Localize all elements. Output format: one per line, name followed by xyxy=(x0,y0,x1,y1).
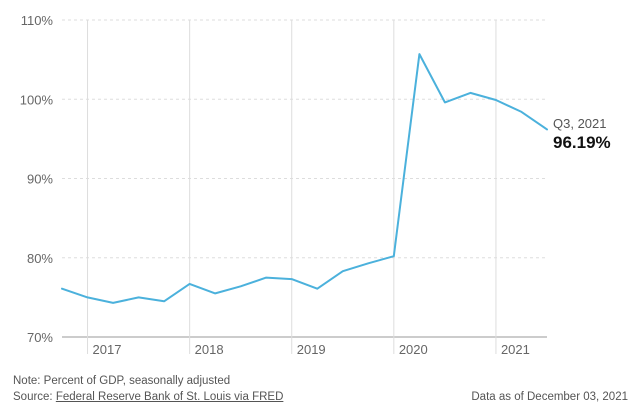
x-tick-label: 2021 xyxy=(501,342,530,357)
y-tick-label: 110% xyxy=(21,13,54,28)
end-annotation: Q3, 2021 96.19% xyxy=(553,116,611,152)
x-tick-label: 2020 xyxy=(399,342,428,357)
y-tick-label: 90% xyxy=(27,172,53,187)
y-axis-ticks: 110% 100% 90% 80% 70% xyxy=(20,13,54,345)
x-tick-label: 2017 xyxy=(93,342,122,357)
series-layer xyxy=(61,53,548,304)
x-tick-label: 2018 xyxy=(195,342,224,357)
series-line xyxy=(61,53,548,304)
y-tick-label: 100% xyxy=(20,92,54,107)
annotation-value: 96.19% xyxy=(553,133,611,152)
data-as-of: Data as of December 03, 2021 xyxy=(471,391,628,403)
x-tick-label: 2019 xyxy=(297,342,326,357)
y-tick-label: 80% xyxy=(27,251,53,266)
chart-source: Source: Federal Reserve Bank of St. Loui… xyxy=(13,389,283,405)
source-link[interactable]: Federal Reserve Bank of St. Louis via FR… xyxy=(55,391,284,403)
chart: 110% 100% 90% 80% 70% 2017 2018 2019 2020 2021 Q… xyxy=(20,13,611,357)
x-axis-ticks: 2017 2018 2019 2020 2021 xyxy=(93,342,530,357)
y-tick-label: 70% xyxy=(27,330,53,345)
source-prefix: Source: xyxy=(13,391,56,403)
chart-note: Note: Percent of GDP, seasonally adjuste… xyxy=(13,375,231,387)
gridlines xyxy=(62,19,547,354)
annotation-period: Q3, 2021 xyxy=(553,116,607,131)
